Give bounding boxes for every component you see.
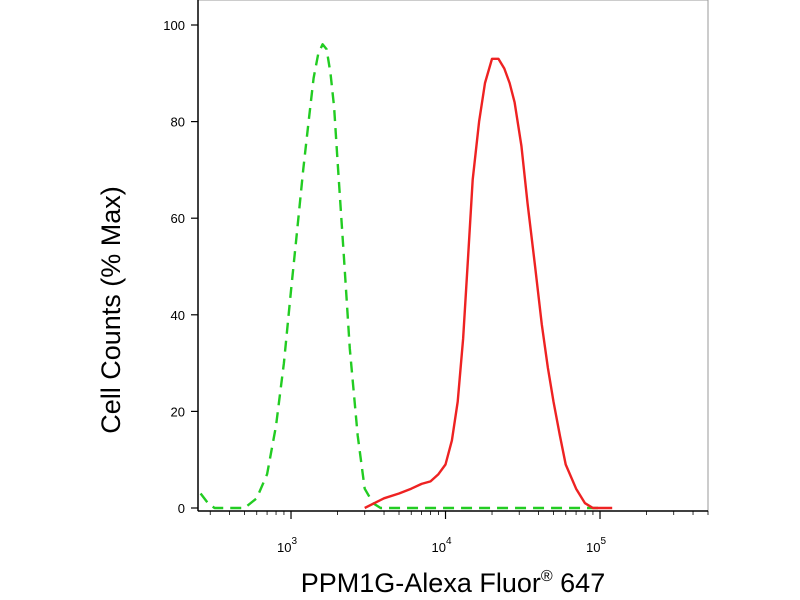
series-line-2 <box>364 57 613 510</box>
x-axis-title-suffix: 647 <box>553 568 606 598</box>
y-axis-ticks: 0 20 40 60 80 100 <box>163 18 198 516</box>
series-line-1 <box>199 43 600 510</box>
y-axis-title: Cell Counts (% Max) <box>96 186 126 434</box>
y-tick-label: 0 <box>178 501 185 516</box>
y-tick-label: 80 <box>171 115 185 130</box>
x-axis-title: PPM1G-Alexa Fluor® 647 <box>301 568 605 598</box>
x-axis-title-registered-mark: ® <box>541 568 553 585</box>
series-layer <box>199 43 613 510</box>
x-tick-label: 105 <box>586 536 606 555</box>
x-tick-label: 103 <box>277 536 297 555</box>
y-tick-label: 100 <box>163 18 185 33</box>
y-tick-label: 40 <box>171 308 185 323</box>
x-axis-ticks: 103 104 105 <box>209 511 709 555</box>
x-tick-label: 104 <box>431 536 451 555</box>
y-tick-label: 20 <box>171 404 185 419</box>
y-tick-label: 60 <box>171 211 185 226</box>
x-axis-title-main: PPM1G-Alexa Fluor <box>301 568 541 598</box>
